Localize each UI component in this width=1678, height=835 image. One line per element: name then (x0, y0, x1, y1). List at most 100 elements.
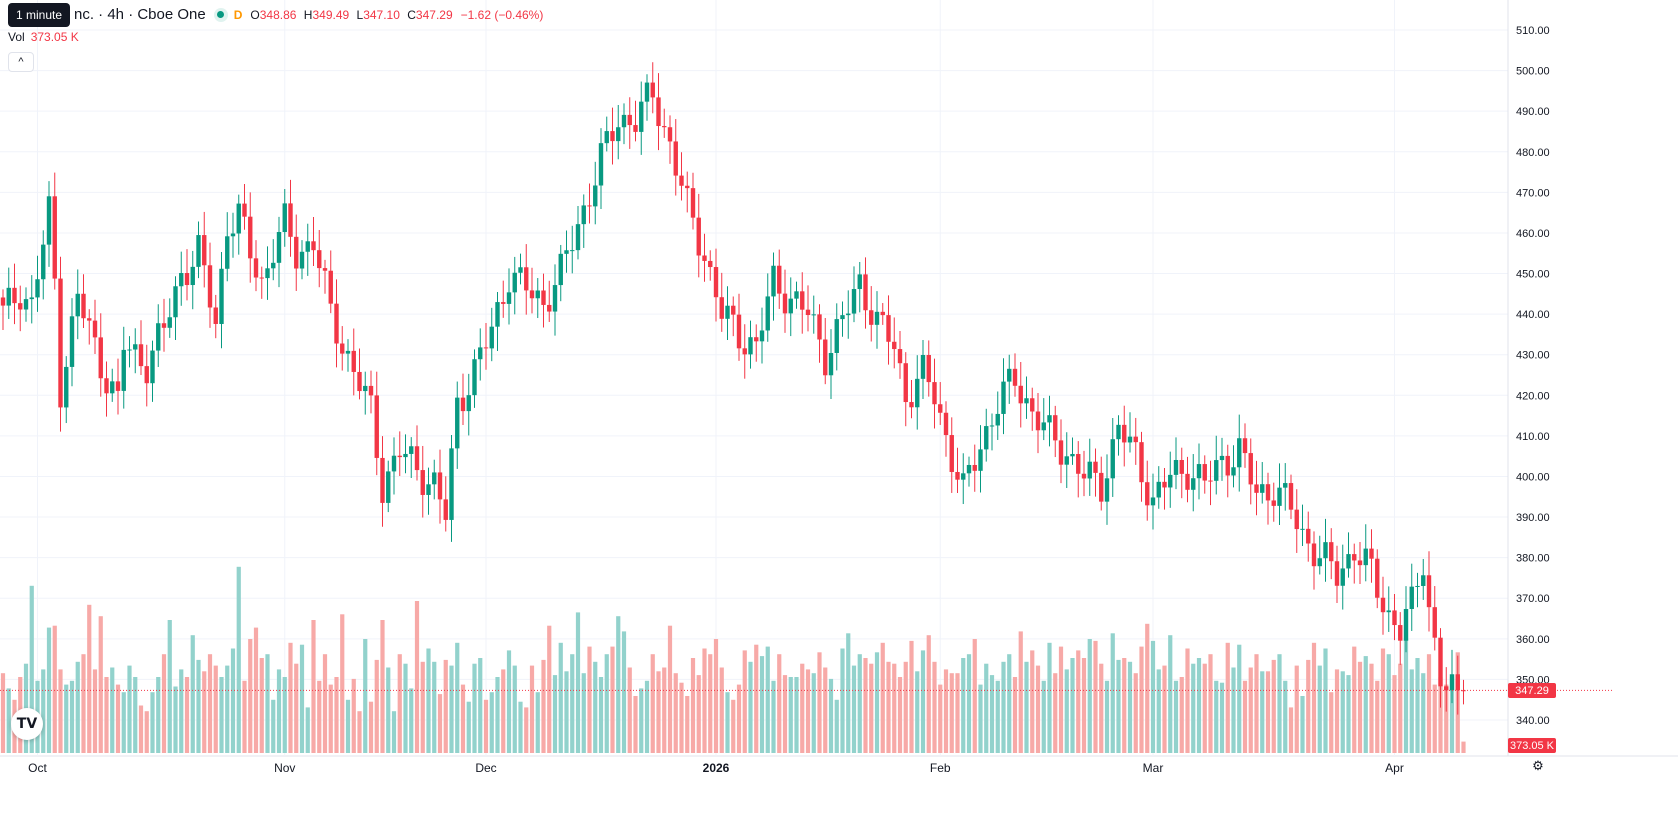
candle-body (230, 233, 236, 237)
time-tick-label: Feb (930, 761, 951, 775)
volume-bar (949, 673, 954, 753)
volume-bar (800, 663, 805, 753)
last-price-label: 347.29 (1508, 683, 1556, 699)
volume-bar (1329, 692, 1334, 753)
candle-body (420, 470, 425, 495)
candle-body (6, 287, 11, 306)
tradingview-logo-icon[interactable]: TV (11, 708, 43, 740)
candle-body (443, 499, 448, 520)
candle-body (1162, 481, 1167, 488)
candle-body (1081, 473, 1087, 479)
candle-body (1357, 560, 1363, 566)
candle-body (305, 241, 310, 252)
candle-body (52, 196, 57, 279)
candle-body (1001, 381, 1006, 414)
candle-body (1214, 460, 1219, 481)
market-status-icon[interactable] (213, 7, 228, 22)
candle-body (276, 232, 282, 263)
candle-body (656, 97, 661, 127)
volume-bar (1277, 654, 1282, 753)
volume-bar (679, 682, 684, 753)
candle-body (823, 339, 828, 376)
candle-body (1116, 424, 1121, 440)
candle-body (1018, 385, 1023, 404)
candle-body (616, 127, 621, 142)
volume-legend: Vol 373.05 K (8, 30, 79, 44)
volume-bar (524, 707, 529, 753)
volume-bar (58, 669, 63, 753)
volume-bar (1340, 671, 1345, 753)
candle-body (1403, 608, 1409, 641)
candle-body (1053, 415, 1058, 441)
volume-bar (414, 601, 420, 753)
volume-bar (955, 673, 960, 753)
volume-bar (1035, 665, 1041, 753)
volume-bar (639, 688, 644, 753)
candle-body (529, 290, 535, 299)
volume-bar (144, 711, 149, 753)
price-tick-label: 370.00 (1516, 593, 1550, 605)
volume-bar (1208, 654, 1213, 753)
volume-bar (1294, 665, 1299, 753)
candle-body (29, 297, 34, 300)
volume-bar (259, 658, 264, 753)
volume-bar (196, 659, 201, 753)
time-axis[interactable]: Oct Nov Dec 2026 Feb Mar Apr (28, 761, 1404, 775)
candle-body (179, 273, 184, 287)
volume-bar (667, 625, 673, 753)
candle-body (1323, 542, 1328, 559)
volume-bar (368, 701, 374, 753)
volume-bar (616, 616, 621, 753)
volume-bar (248, 639, 253, 753)
volume-bar (869, 663, 874, 753)
candle-body (328, 270, 333, 304)
volume-bar (1110, 633, 1115, 753)
candle-body (725, 305, 730, 319)
volume-bar (455, 642, 460, 753)
volume-bar (851, 665, 857, 753)
volume-bar (1024, 661, 1029, 753)
volume-bar (874, 652, 880, 753)
candle-body (1334, 561, 1340, 586)
candle-body (995, 413, 1000, 426)
collapse-legend-button[interactable]: ^ (8, 52, 34, 72)
candle-body (69, 316, 75, 367)
candle-body (1139, 442, 1144, 483)
volume-bar (972, 639, 977, 753)
volume-bar (633, 696, 638, 753)
volume-bar (110, 667, 115, 753)
candle-body (150, 350, 155, 384)
time-tick-label: 2026 (703, 761, 730, 775)
volume-bar (731, 699, 736, 753)
candle-body (1035, 411, 1041, 431)
volume-bar (748, 661, 753, 753)
volume-bar (719, 667, 724, 753)
volume-bar (1231, 667, 1236, 753)
volume-bar (1237, 644, 1242, 753)
symbol-title[interactable]: nc. · 4h · Cboe One (74, 6, 206, 23)
volume-bar (610, 646, 615, 753)
data-badge[interactable]: D (233, 7, 243, 22)
volume-bar (708, 654, 713, 753)
volume-bar (759, 656, 765, 753)
volume-bar (1461, 741, 1466, 753)
price-tick-label: 500.00 (1516, 66, 1550, 78)
candle-body (334, 303, 339, 344)
volume-bar (460, 684, 466, 753)
volume-bar (1081, 658, 1087, 753)
volume-bar (1449, 677, 1455, 753)
volume-bar (1254, 654, 1259, 753)
price-tick-label: 400.00 (1516, 471, 1550, 483)
candle-body (58, 278, 63, 408)
time-tick-label: Dec (475, 761, 496, 775)
settings-gear-icon[interactable]: ⚙ (1532, 758, 1544, 773)
volume-bar (518, 701, 523, 753)
volume-bar (115, 684, 121, 753)
volume-bar (87, 604, 92, 753)
candle-body (1191, 478, 1196, 490)
candle-body (311, 241, 316, 251)
volume-bar (788, 677, 793, 753)
candle-body (1145, 482, 1150, 506)
volume-bar (150, 692, 155, 753)
